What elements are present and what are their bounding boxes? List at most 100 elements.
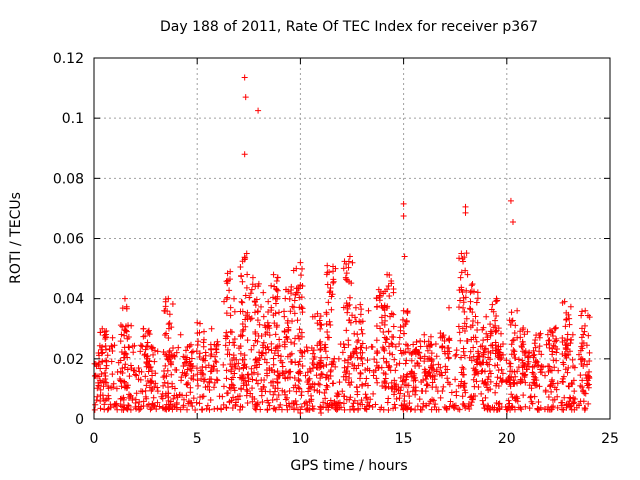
data-point: [183, 356, 190, 363]
data-point: [260, 289, 267, 296]
data-point: [544, 331, 551, 338]
data-point: [235, 396, 242, 403]
data-point: [390, 311, 397, 318]
data-point: [268, 340, 275, 347]
data-point: [487, 332, 494, 339]
data-point: [471, 383, 478, 390]
data-point: [258, 333, 265, 340]
data-point: [274, 368, 281, 375]
data-point: [187, 361, 194, 368]
data-point: [165, 335, 172, 342]
data-point: [440, 383, 447, 390]
data-point: [507, 197, 514, 204]
data-point: [221, 298, 228, 305]
y-tick-label: 0.06: [53, 232, 84, 248]
data-point: [145, 368, 152, 375]
data-point: [403, 382, 410, 389]
data-point: [348, 379, 355, 386]
data-point: [136, 368, 143, 375]
data-point: [97, 397, 104, 404]
data-point: [130, 349, 137, 356]
data-point: [320, 403, 327, 410]
data-point: [517, 328, 524, 335]
data-point: [559, 375, 566, 382]
data-point: [249, 281, 256, 288]
data-point: [462, 404, 469, 411]
data-point: [583, 342, 590, 349]
data-point: [309, 313, 316, 320]
data-point: [270, 312, 277, 319]
data-point: [251, 299, 258, 306]
data-point: [357, 301, 364, 308]
data-point: [298, 333, 305, 340]
data-point: [392, 404, 399, 411]
data-point: [317, 360, 324, 367]
data-point: [317, 338, 324, 345]
data-point: [366, 402, 373, 409]
data-point: [579, 308, 586, 315]
data-point: [306, 398, 313, 405]
data-point: [117, 322, 124, 329]
data-point: [274, 343, 281, 350]
data-point: [337, 341, 344, 348]
data-point: [286, 387, 293, 394]
data-point: [314, 361, 321, 368]
data-point: [567, 303, 574, 310]
x-tick-label: 10: [291, 431, 309, 447]
data-point: [133, 372, 140, 379]
data-point: [479, 397, 486, 404]
data-point: [466, 305, 473, 312]
data-point: [416, 396, 423, 403]
data-point: [438, 372, 445, 379]
data-point: [318, 370, 325, 377]
y-tick-label: 0.04: [53, 292, 84, 308]
data-point: [142, 393, 149, 400]
data-point: [439, 343, 446, 350]
data-point: [223, 375, 230, 382]
data-point: [204, 402, 211, 409]
data-point: [417, 343, 424, 350]
data-point: [455, 323, 462, 330]
data-point: [273, 324, 280, 331]
data-point: [390, 285, 397, 292]
data-point: [324, 281, 331, 288]
data-point: [257, 303, 264, 310]
data-point: [241, 352, 248, 359]
data-point: [460, 400, 467, 407]
data-point: [247, 316, 254, 323]
data-point: [406, 400, 413, 407]
data-point: [424, 347, 431, 354]
data-point: [294, 317, 301, 324]
data-point: [519, 339, 526, 345]
data-point: [461, 320, 468, 327]
data-point: [437, 364, 444, 371]
data-point: [194, 341, 201, 348]
data-point: [102, 331, 109, 338]
data-point: [357, 344, 364, 351]
data-point: [374, 379, 381, 386]
data-point: [252, 406, 259, 413]
data-point: [445, 336, 452, 343]
data-point: [92, 401, 99, 408]
data-point: [548, 328, 555, 335]
data-point: [317, 325, 324, 332]
data-point: [412, 406, 419, 413]
data-point: [427, 373, 434, 380]
data-point: [304, 347, 311, 354]
data-point: [510, 347, 517, 354]
data-point: [473, 338, 480, 345]
data-point: [188, 349, 195, 356]
data-point: [201, 328, 208, 335]
data-point: [97, 392, 104, 399]
data-point: [194, 371, 201, 378]
data-point: [136, 399, 143, 406]
data-point: [365, 307, 372, 314]
data-point: [492, 317, 499, 324]
data-point: [445, 344, 452, 351]
data-point: [190, 395, 197, 402]
data-point: [148, 404, 155, 411]
data-point: [227, 268, 234, 275]
data-point: [508, 391, 515, 398]
data-point: [109, 371, 116, 378]
data-point: [233, 356, 240, 363]
